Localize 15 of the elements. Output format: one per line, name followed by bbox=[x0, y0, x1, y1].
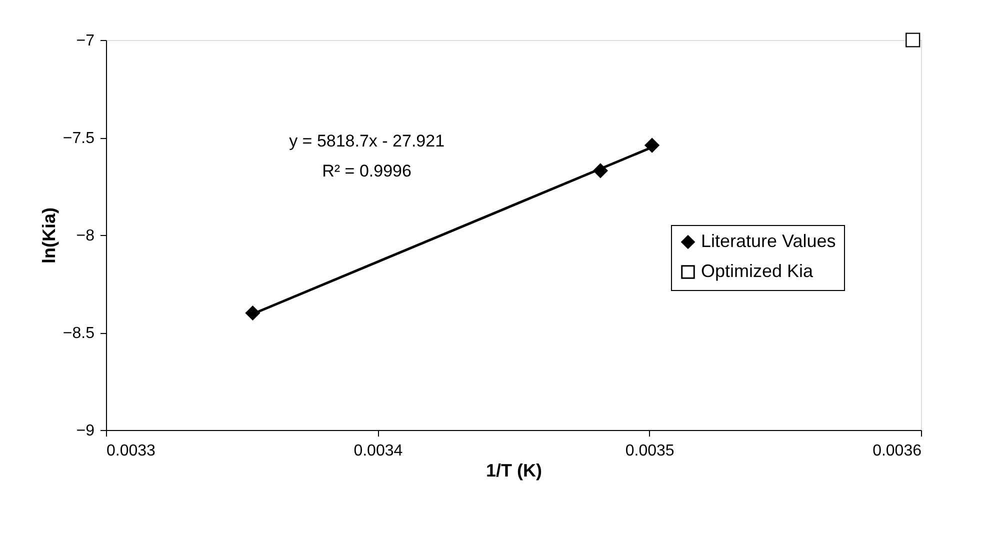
annotation: R² = 0.9996 bbox=[322, 161, 412, 180]
x-axis-title: 1/T (K) bbox=[486, 460, 542, 480]
y-axis-title: ln(Kia) bbox=[38, 208, 59, 264]
x-tick-label: 0.0033 bbox=[106, 442, 156, 460]
legend-label: Optimized Kia bbox=[701, 261, 814, 281]
y-tick-label: −7.5 bbox=[62, 130, 95, 147]
annotation: y = 5818.7x - 27.921 bbox=[289, 131, 445, 150]
legend-label: Literature Values bbox=[701, 231, 836, 251]
y-tick-label: −7 bbox=[76, 32, 95, 50]
x-tick-label: 0.0034 bbox=[354, 442, 403, 460]
x-tick-label: 0.0036 bbox=[872, 442, 922, 460]
x-tick-label: 0.0035 bbox=[625, 442, 674, 460]
y-tick-label: −9 bbox=[76, 422, 95, 440]
y-tick-label: −8 bbox=[76, 228, 95, 244]
y-tick-label: −8.5 bbox=[62, 325, 95, 342]
